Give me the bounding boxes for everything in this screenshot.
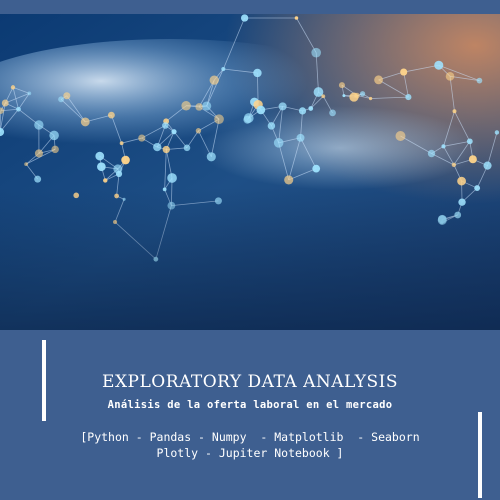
page-title: EXPLORATORY DATA ANALYSIS bbox=[102, 372, 398, 392]
accent-bar-left bbox=[42, 340, 46, 421]
abstract-data-network-icon bbox=[0, 14, 500, 330]
page-subtitle: Análisis de la oferta laboral en el merc… bbox=[107, 399, 393, 411]
accent-bar-right bbox=[478, 412, 482, 498]
hero-network-image bbox=[0, 14, 500, 330]
tech-stack-line-2: Plotly - Jupiter Notebook ] bbox=[156, 446, 344, 460]
tech-stack-line-1: [Python - Pandas - Numpy - Matplotlib - … bbox=[80, 430, 420, 444]
